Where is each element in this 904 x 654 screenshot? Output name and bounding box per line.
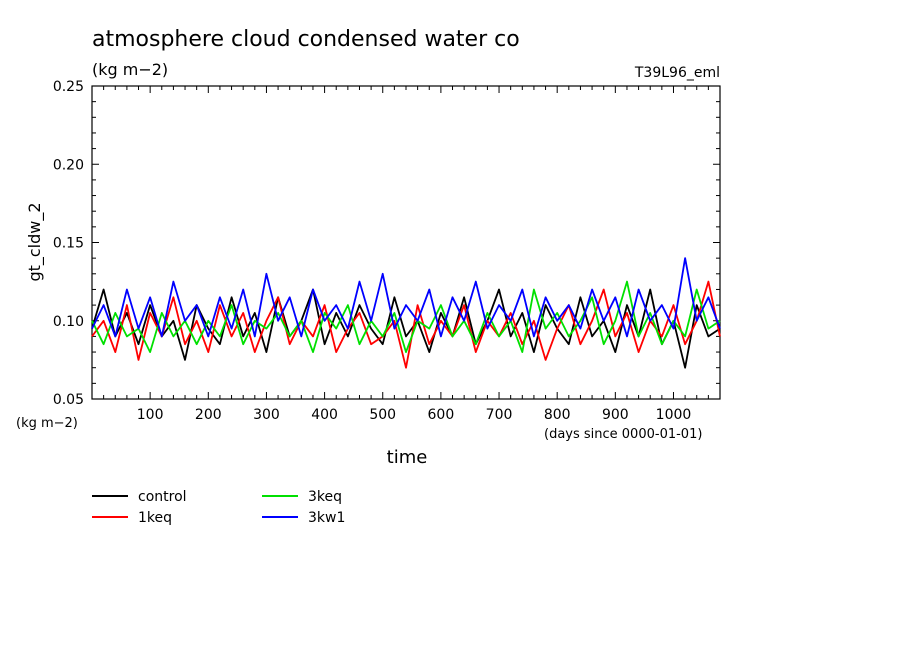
y-axis-label: gt_cldw_2 (25, 202, 45, 281)
legend: control 1keq 3keq 3kw1 (92, 489, 345, 526)
x-tick-label: 300 (253, 407, 280, 423)
y-tick-label: 0.10 (53, 314, 84, 330)
x-tick-label: 1000 (656, 407, 692, 423)
series-line-3kw1 (91, 257, 721, 338)
series-line-control (91, 288, 721, 369)
series-line-1keq (91, 280, 721, 369)
y-tick-label: 0.20 (53, 157, 84, 173)
legend-label: 3keq (308, 489, 342, 505)
y-tick-label: 0.25 (53, 79, 84, 95)
legend-label: control (138, 489, 187, 505)
x-tick-label: 600 (428, 407, 455, 423)
x-tick-label: 200 (195, 407, 222, 423)
series-line-3keq (91, 280, 721, 354)
chart-subtitle: (kg m−2) (92, 60, 168, 79)
run-label: T39L96_eml (634, 65, 720, 81)
axis-ticks: 100 200 300 400 500 600 700 800 900 1000 0.05 0.10 0… (53, 79, 720, 423)
series-layer (91, 257, 721, 369)
x-tick-label: 900 (602, 407, 629, 423)
y-axis-unit: (kg m−2) (16, 416, 78, 431)
x-tick-label: 400 (311, 407, 338, 423)
x-tick-label: 700 (486, 407, 513, 423)
legend-label: 1keq (138, 510, 172, 526)
x-tick-label: 800 (544, 407, 571, 423)
y-tick-label: 0.05 (53, 392, 84, 408)
plot-area: 100 200 300 400 500 600 700 800 900 1000 0.05 0.10 0… (53, 79, 721, 423)
y-tick-label: 0.15 (53, 236, 84, 252)
legend-label: 3kw1 (308, 510, 345, 526)
chart-title: atmosphere cloud condensed water co (92, 27, 520, 52)
x-tick-label: 500 (369, 407, 396, 423)
x-axis-unit: (days since 0000-01-01) (544, 427, 702, 442)
x-axis-label: time (387, 447, 428, 468)
x-tick-label: 100 (137, 407, 164, 423)
